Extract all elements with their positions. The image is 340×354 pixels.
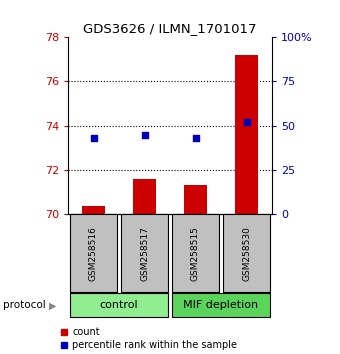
Bar (223, 214, 270, 292)
Point (244, 119, 249, 125)
Text: GSM258515: GSM258515 (191, 225, 200, 281)
Bar (172, 214, 219, 292)
Point (91, 135, 96, 141)
Text: GSM258517: GSM258517 (140, 225, 149, 281)
Title: GDS3626 / ILMN_1701017: GDS3626 / ILMN_1701017 (83, 22, 257, 35)
Bar (235, 55, 258, 214)
Text: control: control (100, 300, 138, 310)
Bar (133, 179, 156, 214)
Point (142, 132, 147, 137)
Bar (121, 214, 168, 292)
Legend: count, percentile rank within the sample: count, percentile rank within the sample (56, 324, 241, 354)
Bar (82, 206, 105, 214)
Bar (70, 214, 117, 292)
Text: GSM258516: GSM258516 (89, 225, 98, 281)
Bar (70, 293, 168, 317)
Text: GSM258530: GSM258530 (242, 225, 251, 281)
Point (193, 135, 198, 141)
Text: MIF depletion: MIF depletion (184, 300, 258, 310)
Text: ▶: ▶ (49, 300, 56, 310)
Bar (172, 293, 270, 317)
Text: protocol: protocol (3, 300, 46, 310)
Bar (184, 185, 207, 214)
